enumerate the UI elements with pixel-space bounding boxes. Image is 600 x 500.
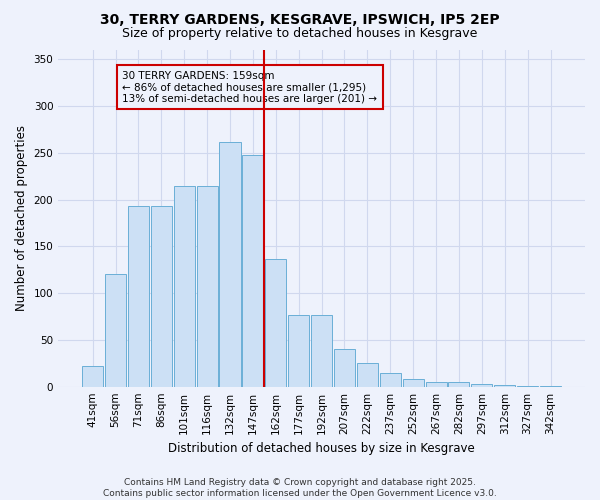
X-axis label: Distribution of detached houses by size in Kesgrave: Distribution of detached houses by size … (168, 442, 475, 455)
Bar (494, 385, 515, 386)
Bar (128, 206, 149, 386)
Bar (242, 154, 263, 386)
Bar (403, 379, 424, 386)
Bar (311, 314, 332, 386)
Bar (82, 366, 103, 386)
Bar (380, 372, 401, 386)
Text: 30, TERRY GARDENS, KESGRAVE, IPSWICH, IP5 2EP: 30, TERRY GARDENS, KESGRAVE, IPSWICH, IP… (100, 12, 500, 26)
Y-axis label: Number of detached properties: Number of detached properties (15, 126, 28, 312)
Bar (472, 384, 493, 386)
Bar (220, 142, 241, 386)
Text: 30 TERRY GARDENS: 159sqm
← 86% of detached houses are smaller (1,295)
13% of sem: 30 TERRY GARDENS: 159sqm ← 86% of detach… (122, 70, 377, 104)
Bar (448, 382, 469, 386)
Text: Size of property relative to detached houses in Kesgrave: Size of property relative to detached ho… (122, 28, 478, 40)
Bar (265, 258, 286, 386)
Bar (288, 314, 309, 386)
Bar (173, 186, 195, 386)
Bar (105, 274, 126, 386)
Bar (357, 364, 378, 386)
Bar (425, 382, 446, 386)
Text: Contains HM Land Registry data © Crown copyright and database right 2025.
Contai: Contains HM Land Registry data © Crown c… (103, 478, 497, 498)
Bar (334, 350, 355, 387)
Bar (151, 206, 172, 386)
Bar (197, 186, 218, 386)
